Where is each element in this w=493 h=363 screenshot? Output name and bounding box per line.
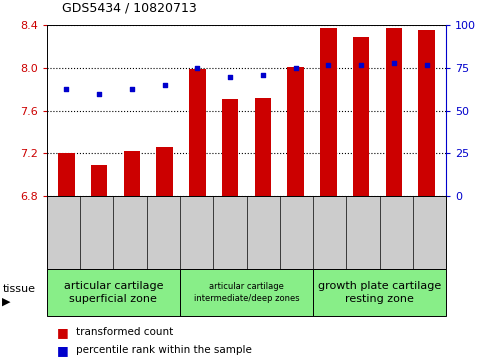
Point [324,62,332,68]
Point [226,74,234,79]
Text: articular cartilage
superficial zone: articular cartilage superficial zone [64,281,163,304]
Text: ■: ■ [57,344,69,357]
Point [259,72,267,78]
Bar [353,37,369,196]
Point [292,65,300,71]
Point [193,65,201,71]
Bar [58,153,74,196]
Point [95,91,103,97]
Text: ■: ■ [57,326,69,339]
Bar [320,28,337,196]
Bar [156,147,173,196]
Bar [222,99,238,196]
Text: tissue: tissue [2,284,35,294]
Bar [189,69,206,196]
Text: GDS5434 / 10820713: GDS5434 / 10820713 [62,1,196,15]
Text: percentile rank within the sample: percentile rank within the sample [76,345,252,355]
Bar [91,165,107,196]
Point [423,62,430,68]
Bar [386,28,402,196]
Text: transformed count: transformed count [76,327,174,337]
Text: ▶: ▶ [2,296,11,306]
Point [63,86,70,91]
Point [161,82,169,88]
Point [128,86,136,91]
Bar [419,30,435,196]
Bar [287,67,304,196]
Bar [124,151,140,196]
Text: articular cartilage
intermediate/deep zones: articular cartilage intermediate/deep zo… [194,282,299,303]
Point [357,62,365,68]
Text: growth plate cartilage
resting zone: growth plate cartilage resting zone [318,281,441,304]
Bar [255,98,271,196]
Point [390,60,398,66]
